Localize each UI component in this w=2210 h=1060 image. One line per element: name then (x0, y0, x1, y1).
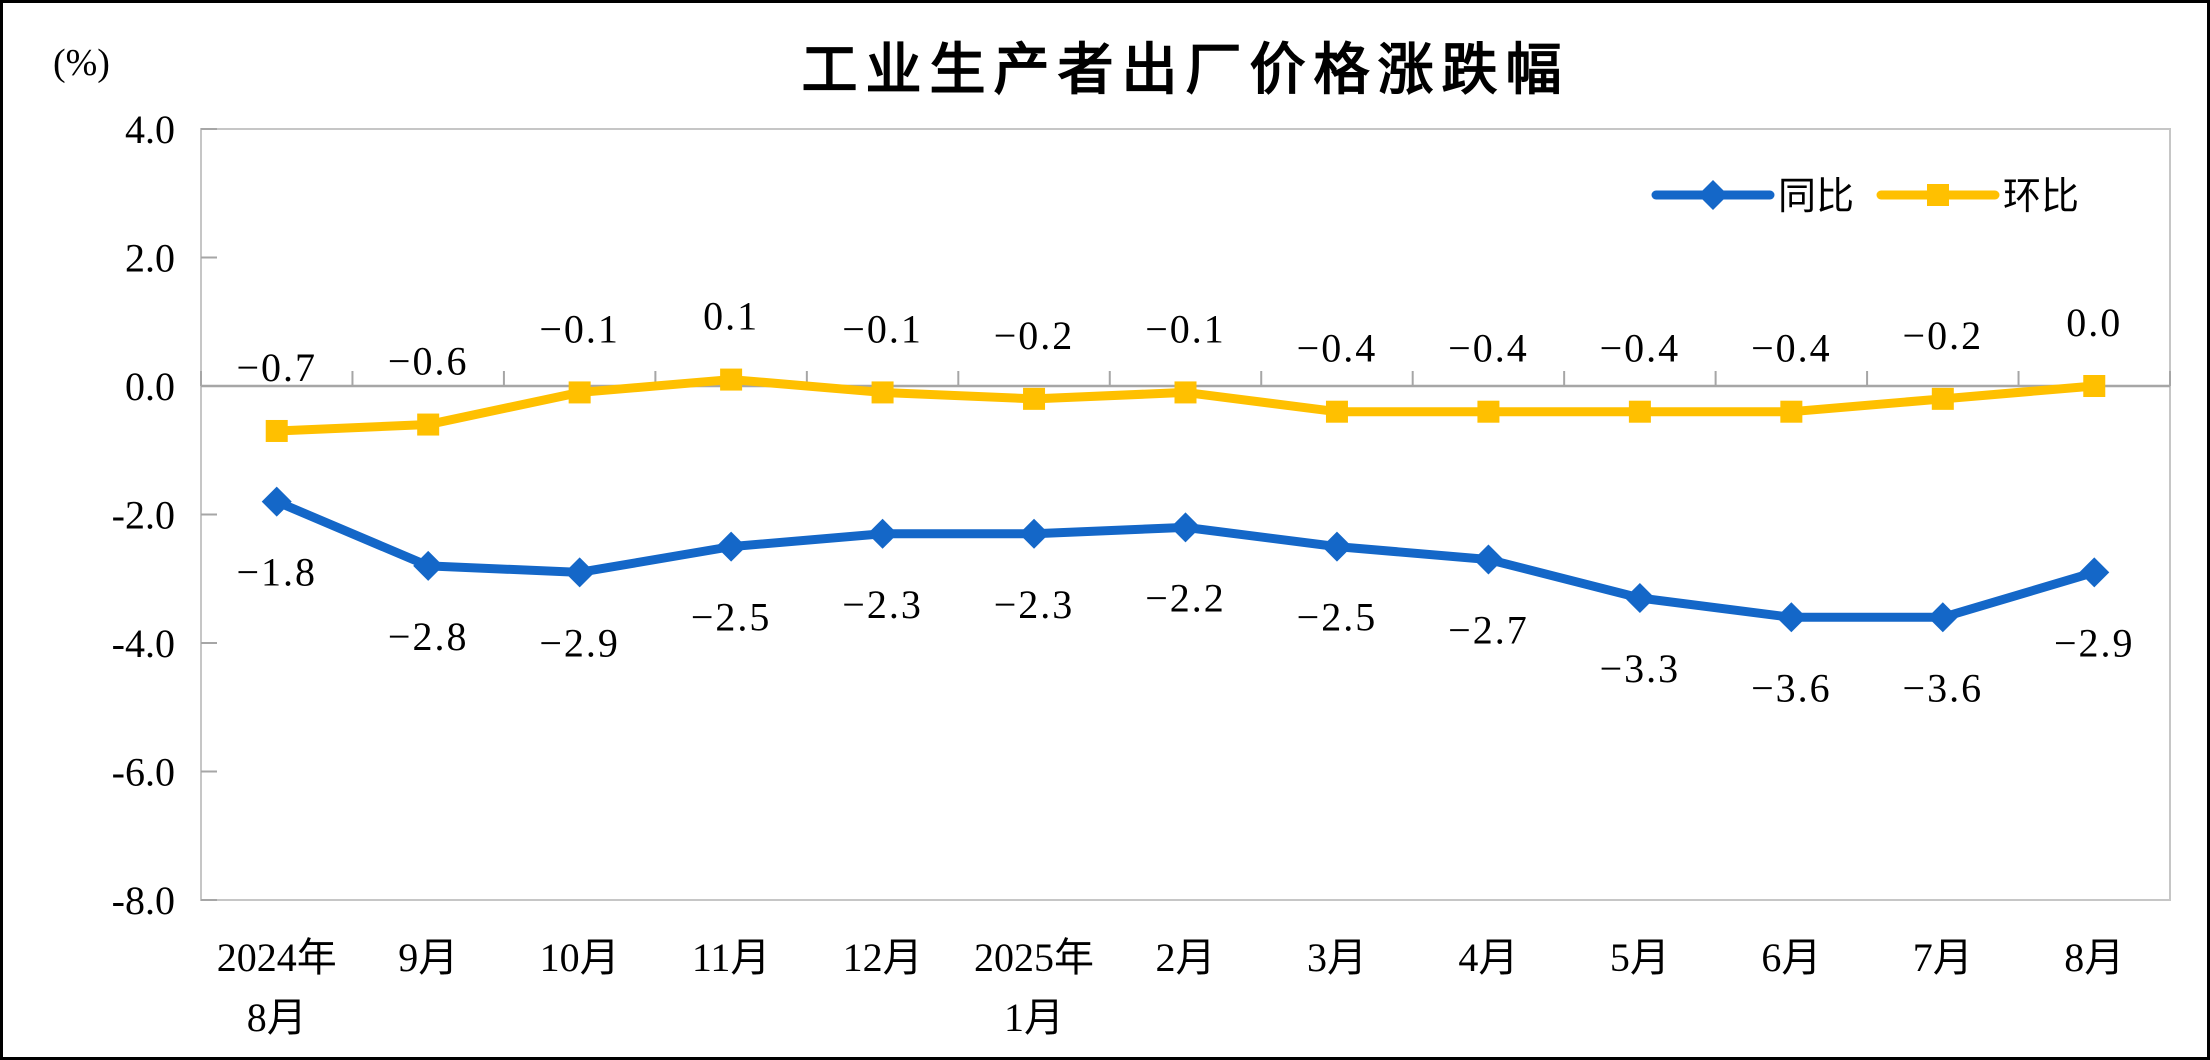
data-label-yoy: −2.2 (1145, 575, 1226, 620)
marker-mom (1477, 400, 1500, 423)
legend-item-mom: 环比 (1876, 176, 2079, 218)
data-label-mom: −0.4 (1751, 326, 1832, 371)
data-label-mom: −0.4 (1297, 326, 1378, 371)
marker-mom (2083, 375, 2106, 397)
y-axis-tick-label: -4.0 (112, 621, 175, 666)
x-axis-tick-label: 2月 (1156, 935, 1216, 980)
x-axis-tick-label: 8月 (2064, 935, 2124, 980)
marker-yoy (1473, 544, 1504, 575)
data-label-mom: −0.2 (994, 313, 1075, 358)
legend-marker-square-icon (1927, 184, 1949, 206)
x-axis-tick-label: 11月 (692, 935, 771, 980)
y-axis-tick-label: -6.0 (112, 750, 175, 795)
x-axis-tick-label: 9月 (398, 935, 458, 980)
marker-mom (1931, 387, 1954, 410)
x-axis-tick-label: 7月 (1913, 935, 1973, 980)
chart-title: 工业生产者出厂价格涨跌幅 (801, 38, 1570, 103)
data-label-yoy: −2.3 (842, 582, 923, 627)
marker-yoy (716, 531, 747, 562)
marker-yoy (261, 486, 292, 517)
data-label-yoy: −2.8 (388, 614, 469, 659)
x-axis-tick-label: 6月 (1761, 935, 1821, 980)
data-label-yoy: −3.3 (1600, 646, 1681, 691)
x-axis-tick-label: 10月 (540, 935, 620, 980)
x-axis-tick-label: 5月 (1610, 935, 1670, 980)
marker-mom (720, 368, 743, 391)
marker-mom (568, 381, 591, 404)
marker-yoy (867, 518, 898, 549)
marker-mom (1325, 400, 1348, 423)
legend-label-mom: 环比 (2003, 176, 2079, 218)
x-axis-tick-label: 1月 (1004, 995, 1064, 1040)
x-axis-tick-label: 2024年 (217, 935, 337, 980)
data-label-yoy: −3.6 (1751, 665, 1832, 710)
marker-mom (871, 381, 894, 404)
data-label-yoy: −1.8 (236, 550, 317, 595)
data-label-mom: −0.4 (1448, 326, 1529, 371)
data-label-yoy: −2.5 (1297, 595, 1378, 640)
data-labels-mom: −0.7 −0.6 −0.1 0.1 −0.1 −0.2 −0.1 −0.4 −0.4 −0.4 −… (236, 294, 2122, 390)
data-labels-yoy: −1.8 −2.8 −2.9 −2.5 −2.3 −2.3 −2.2 −2.5 −2.7 −3.3… (236, 550, 2135, 711)
marker-mom (1174, 381, 1197, 404)
data-label-mom: 0.0 (2066, 300, 2122, 345)
marker-mom (1780, 400, 1803, 423)
data-label-yoy: −2.7 (1448, 607, 1529, 652)
x-axis-tick-label: 8月 (247, 995, 307, 1040)
marker-mom (1628, 400, 1651, 423)
marker-mom (1023, 387, 1046, 410)
y-axis-tick-label: 4.0 (125, 107, 175, 152)
marker-yoy (1624, 583, 1655, 614)
marker-yoy (2079, 557, 2110, 588)
x-axis-tick-label: 2025年 (974, 935, 1094, 980)
marker-yoy (1019, 518, 1050, 549)
data-label-mom: −0.4 (1600, 326, 1681, 371)
legend: 同比 环比 (1651, 176, 2079, 218)
x-axis-tick-label: 3月 (1307, 935, 1367, 980)
data-label-yoy: −2.3 (994, 582, 1075, 627)
data-label-mom: −0.1 (1145, 306, 1226, 351)
marker-yoy (1927, 602, 1958, 633)
plot-area: 4.0 2.0 0.0 -2.0 -4.0 -6.0 -8.0 2024年 8月 9月 10月 11月… (112, 107, 2171, 1040)
data-label-mom: −0.6 (388, 339, 469, 384)
data-label-yoy: −2.5 (691, 595, 772, 640)
series-mom (265, 368, 2106, 442)
marker-yoy (413, 550, 444, 581)
data-label-yoy: −2.9 (539, 620, 620, 665)
x-axis-tick-label: 4月 (1458, 935, 1518, 980)
y-axis-tick-label: -8.0 (112, 878, 175, 923)
marker-yoy (1776, 602, 1807, 633)
data-label-mom: −0.1 (842, 306, 923, 351)
y-axis-tick-label: 2.0 (125, 236, 175, 281)
marker-yoy (564, 557, 595, 588)
marker-mom (265, 419, 288, 442)
data-label-yoy: −3.6 (1903, 665, 1984, 710)
legend-label-yoy: 同比 (1778, 176, 1854, 218)
legend-marker-diamond-icon (1698, 180, 1728, 210)
y-axis-tick-label: 0.0 (125, 364, 175, 409)
data-label-mom: −0.2 (1903, 313, 1984, 358)
legend-item-yoy: 同比 (1651, 176, 1854, 218)
marker-yoy (1170, 512, 1201, 543)
y-axis-tick-label: -2.0 (112, 493, 175, 538)
series-yoy (261, 486, 2110, 633)
marker-mom (417, 413, 440, 436)
marker-yoy (1321, 531, 1352, 562)
x-axis-tick-label: 12月 (843, 935, 923, 980)
y-axis-unit-label: (%) (53, 42, 110, 84)
data-label-mom: −0.7 (236, 345, 317, 390)
data-label-mom: 0.1 (703, 294, 759, 339)
data-label-yoy: −2.9 (2054, 620, 2135, 665)
data-label-mom: −0.1 (539, 306, 620, 351)
